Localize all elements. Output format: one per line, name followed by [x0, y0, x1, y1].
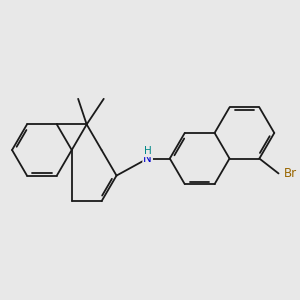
Text: H: H [144, 146, 152, 156]
Text: N: N [143, 152, 152, 165]
Text: Br: Br [284, 167, 297, 180]
